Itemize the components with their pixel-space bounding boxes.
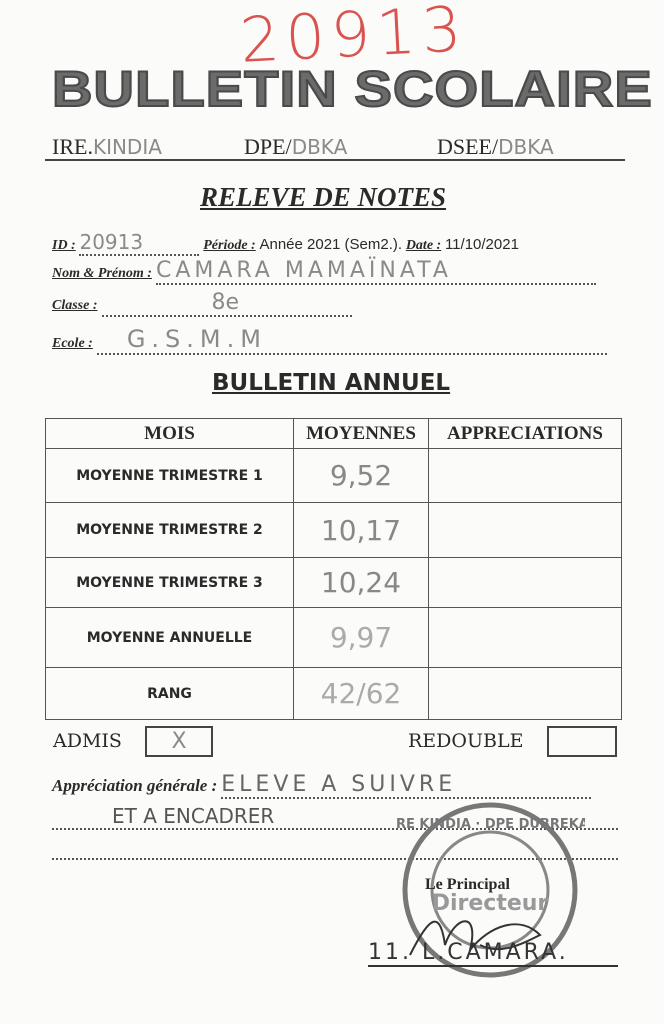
classe-row: Classe : 8e <box>52 290 352 317</box>
row-appreciation <box>428 502 622 558</box>
admis-label: ADMIS <box>53 730 122 752</box>
svg-text:IRE KINDIA · DPE DUBREKA: IRE KINDIA · DPE DUBREKA <box>395 817 585 832</box>
periode-value: Année 2021 (Sem2.). <box>259 236 403 253</box>
dpe-field: DPE/DBKA <box>244 134 348 161</box>
signature-name: 11. L.CAMARA. <box>368 940 618 967</box>
row-label: MOYENNE TRIMESTRE 2 <box>45 502 294 558</box>
table-row: MOYENNE TRIMESTRE 2 10,17 <box>45 502 622 558</box>
row-value: 10,17 <box>293 502 429 558</box>
dsee-label: DSEE/ <box>437 134 499 159</box>
official-stamp: IRE KINDIA · DPE DUBREKA Directeur <box>395 802 585 978</box>
annuel-title: BULLETIN ANNUEL <box>212 370 451 396</box>
row-appreciation <box>428 557 622 608</box>
releve-title: RELEVE DE NOTES <box>200 182 447 212</box>
header-divider <box>45 159 625 161</box>
appreciation-label: Appréciation générale : <box>52 776 218 795</box>
column-header: MOIS <box>45 418 294 449</box>
classe-label: Classe : <box>52 298 98 313</box>
date-value: 11/10/2021 <box>444 236 519 253</box>
appreciation-line2: ET A ENCADRER <box>52 804 618 830</box>
ecole-value: G.S.M.M <box>96 325 607 355</box>
row-value: 10,24 <box>293 557 429 608</box>
ire-field: IRE.KINDIA <box>52 134 162 161</box>
table-header: MOIS MOYENNES APPRECIATIONS <box>45 418 622 449</box>
signature-scribble <box>409 920 542 956</box>
appreciation-line1: ELEVE A SUIVRE <box>221 772 592 799</box>
date-label: Date : <box>405 238 442 253</box>
admis-checkbox[interactable]: X <box>145 726 213 757</box>
periode-label: Période : <box>203 238 256 253</box>
nom-value: CAMARA MAMAÏNATA <box>155 258 596 285</box>
id-label: ID : <box>52 238 76 253</box>
table-row: MOYENNE TRIMESTRE 3 10,24 <box>45 557 622 608</box>
signature-title: Le Principal <box>425 876 510 893</box>
document-title: BULLETIN SCOLAIRE <box>51 60 653 118</box>
row-label: RANG <box>45 667 294 720</box>
dsee-field: DSEE/DBKA <box>437 134 554 161</box>
row-label: MOYENNE TRIMESTRE 1 <box>45 448 294 503</box>
column-header: MOYENNES <box>293 418 429 449</box>
row-appreciation <box>428 448 622 503</box>
ire-value: KINDIA <box>92 135 162 161</box>
column-header: APPRECIATIONS <box>428 418 622 449</box>
row-appreciation <box>428 607 622 668</box>
dpe-label: DPE/ <box>244 134 292 159</box>
appreciation-row: Appréciation générale : ELEVE A SUIVRE <box>52 772 618 799</box>
classe-value: 8e <box>101 290 352 317</box>
ecole-label: Ecole : <box>52 336 93 351</box>
row-value: 42/62 <box>293 667 429 720</box>
row-appreciation <box>428 667 622 720</box>
ecole-row: Ecole : G.S.M.M <box>52 325 607 355</box>
redouble-label: REDOUBLE <box>408 730 524 752</box>
ire-label: IRE. <box>52 134 93 159</box>
nom-row: Nom & Prénom : CAMARA MAMAÏNATA <box>52 258 620 285</box>
row-label: MOYENNE TRIMESTRE 3 <box>45 557 294 608</box>
table-row: MOYENNE TRIMESTRE 1 9,52 <box>45 448 622 503</box>
appreciation-line3 <box>52 858 618 860</box>
svg-text:Directeur: Directeur <box>432 891 549 916</box>
row-value: 9,52 <box>293 448 429 503</box>
table-row: MOYENNE ANNUELLE 9,97 <box>45 607 622 668</box>
row-label: MOYENNE ANNUELLE <box>45 607 294 668</box>
id-row: ID : 20913 Période : Année 2021 (Sem2.).… <box>52 230 622 256</box>
table-row: RANG 42/62 <box>45 667 622 720</box>
id-value: 20913 <box>79 230 200 256</box>
grades-table: MOIS MOYENNES APPRECIATIONS MOYENNE TRIM… <box>45 418 622 720</box>
row-value: 9,97 <box>293 607 429 668</box>
redouble-checkbox[interactable] <box>547 726 617 757</box>
dpe-value: DBKA <box>291 135 348 161</box>
nom-label: Nom & Prénom : <box>52 266 152 281</box>
dsee-value: DBKA <box>498 135 554 161</box>
